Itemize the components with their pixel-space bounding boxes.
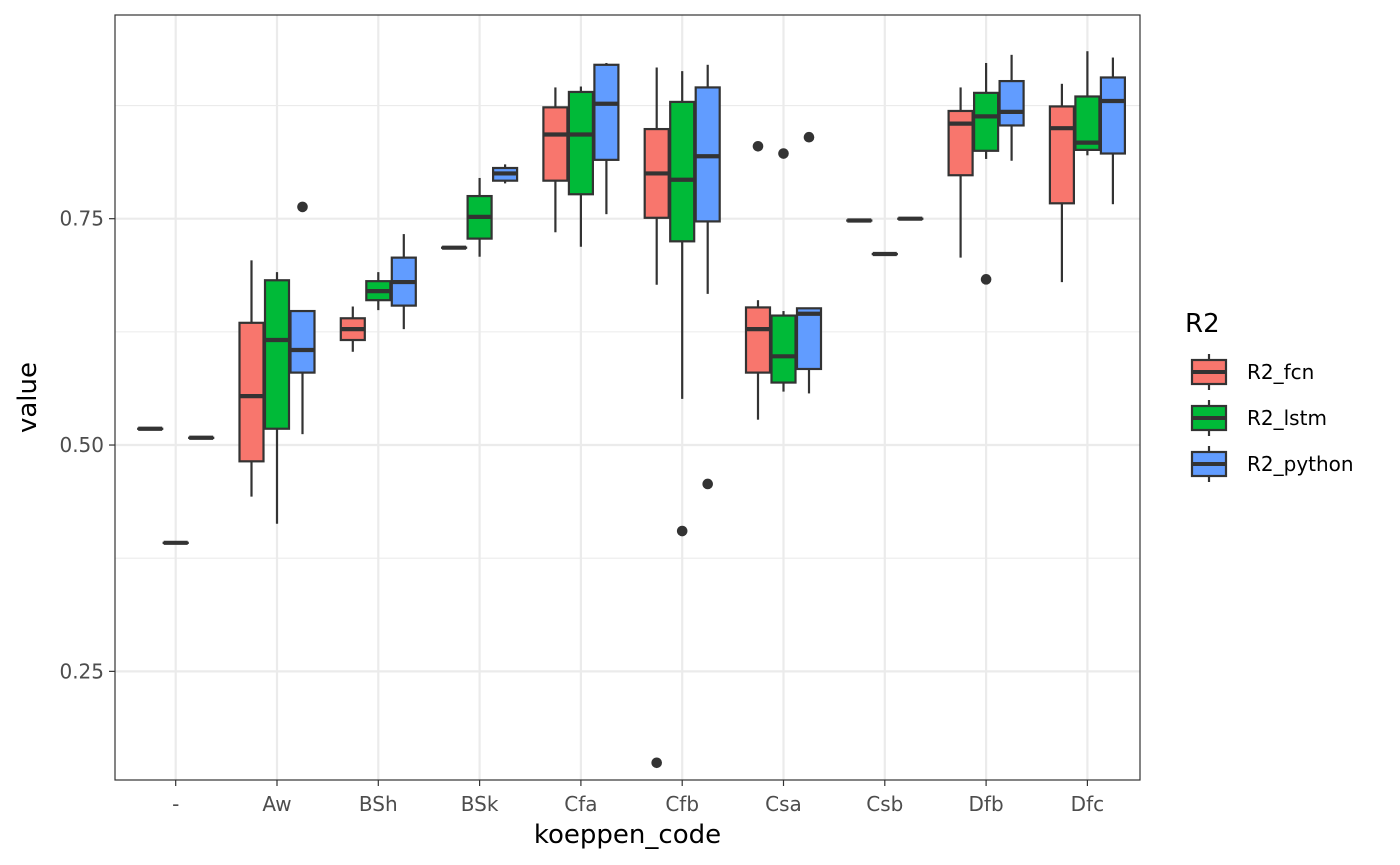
box-iqr-rect [770, 314, 797, 384]
x-axis-title: koeppen_code [534, 820, 721, 850]
box-R2_python-Cfa [593, 62, 620, 215]
x-tick-label: Dfb [969, 792, 1004, 816]
box-iqr-rect [593, 63, 620, 161]
box-R2_python-BSh [390, 234, 417, 330]
box-iqr-rect [289, 309, 316, 374]
box-R2_lstm-Cfa [567, 86, 595, 247]
legend-label: R2_fcn [1247, 360, 1314, 384]
box-R2_fcn-Cfa [542, 87, 569, 233]
box-R2_python-Aw [289, 201, 316, 435]
box-iqr-rect [669, 100, 696, 243]
y-axis-tick-labels: 0.25 0.50 0.75 [59, 207, 104, 684]
box-R2_fcn-BSh [339, 306, 366, 352]
plot-panel-border [114, 14, 1141, 781]
y-tick-label: 0.25 [59, 659, 104, 683]
x-tick-label: Csb [866, 792, 903, 816]
box-R2_fcn-Dfb [947, 87, 974, 258]
box-outlier-point [676, 525, 688, 537]
box-R2_python-Dfb [998, 54, 1025, 161]
y-tick-label: 0.50 [59, 433, 104, 457]
x-tick-label: Csa [765, 792, 802, 816]
x-tick-label: - [172, 792, 179, 816]
box-iqr-rect [542, 106, 569, 182]
box-R2_lstm-BSh [365, 272, 392, 311]
box-iqr-rect [1099, 76, 1127, 155]
box-outlier-point [778, 148, 789, 159]
legend-item-R2_lstm: R2_lstm [1190, 400, 1327, 436]
x-tick-label: Cfb [665, 792, 699, 816]
axis-ticks [109, 218, 1089, 786]
legend: R2_fcn R2_lstm R2_python [1190, 354, 1354, 482]
y-tick-label: 0.75 [59, 207, 104, 231]
box-outlier-point [297, 201, 308, 213]
box-R2_python-BSk [492, 164, 519, 184]
box-iqr-rect [972, 91, 1000, 152]
box-iqr-rect [795, 307, 823, 371]
box-R2_fcn-Csa [744, 140, 772, 420]
box-iqr-rect [1048, 105, 1076, 205]
y-axis-title: value [13, 362, 43, 433]
box-iqr-rect [744, 306, 772, 374]
legend-title: R2 [1185, 309, 1220, 339]
box-iqr-rect [263, 279, 291, 430]
x-tick-label: BSk [461, 792, 499, 816]
box-R2_lstm-Cfb [669, 71, 696, 537]
box-R2_fcn-Dfc [1048, 83, 1076, 283]
box-R2_lstm-Dfc [1074, 51, 1101, 156]
legend-label: R2_lstm [1247, 406, 1327, 430]
legend-label: R2_python [1247, 452, 1354, 476]
legend-item-R2_python: R2_python [1190, 446, 1354, 482]
box-R2_lstm-Aw [263, 272, 291, 524]
box-series-layer [137, 51, 1127, 769]
box-outlier-point [752, 140, 764, 152]
box-iqr-rect [947, 109, 974, 177]
box-R2_python-Cfb [694, 64, 721, 490]
box-iqr-rect [567, 90, 595, 196]
box-R2_lstm-BSk [466, 177, 493, 257]
box-R2_fcn-Cfb [643, 67, 670, 769]
box-iqr-rect [238, 321, 265, 463]
x-tick-label: BSh [359, 792, 398, 816]
box-R2_fcn-Aw [238, 260, 265, 497]
box-R2_python-Csa [795, 131, 823, 394]
x-tick-label: Dfc [1071, 792, 1104, 816]
box-outlier-point [702, 478, 713, 490]
box-iqr-rect [998, 79, 1025, 127]
box-outlier-point [651, 757, 662, 769]
box-outlier-point [803, 131, 815, 143]
legend-item-R2_fcn: R2_fcn [1190, 354, 1314, 390]
x-tick-label: Cfa [564, 792, 597, 816]
box-R2_lstm-Dfb [972, 62, 1000, 285]
x-tick-label: Aw [262, 792, 291, 816]
box-outlier-point [980, 274, 992, 285]
x-axis-tick-labels: - Aw BSh BSk Cfa Cfb Csa Csb Dfb Dfc [172, 792, 1104, 816]
box-R2_python-Dfc [1099, 57, 1127, 205]
box-R2_lstm-Csa [770, 148, 797, 392]
